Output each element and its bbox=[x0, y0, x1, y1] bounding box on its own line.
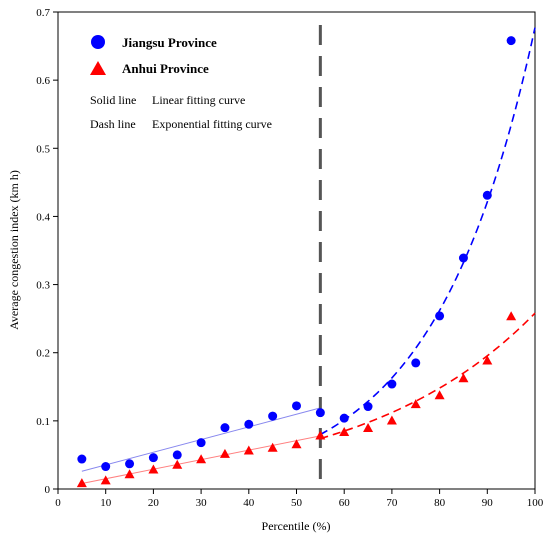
data-point-jiangsu bbox=[196, 438, 206, 448]
annotation-dash-key: Dash line bbox=[90, 117, 136, 131]
data-point-anhui bbox=[386, 415, 397, 425]
data-point-anhui bbox=[196, 454, 207, 464]
data-point-anhui bbox=[291, 439, 302, 449]
x-tick-label: 100 bbox=[527, 497, 544, 509]
data-point-jiangsu bbox=[77, 454, 87, 464]
data-point-anhui bbox=[482, 355, 493, 365]
y-tick-label: 0.6 bbox=[36, 75, 50, 87]
data-point-anhui bbox=[219, 448, 230, 458]
y-tick-label: 0.3 bbox=[36, 280, 50, 292]
x-tick-label: 40 bbox=[243, 497, 255, 509]
y-tick-label: 0.4 bbox=[36, 211, 50, 223]
data-point-jiangsu bbox=[292, 401, 301, 411]
y-axis-title: Average congestion index (km h) bbox=[7, 170, 21, 330]
data-point-anhui bbox=[363, 422, 374, 432]
plot-frame bbox=[57, 11, 536, 490]
data-point-anhui bbox=[458, 373, 469, 383]
data-point-jiangsu bbox=[125, 459, 135, 469]
data-point-anhui bbox=[243, 445, 254, 455]
exponential-fit-line bbox=[320, 312, 536, 440]
x-tick-label: 70 bbox=[386, 497, 398, 509]
x-tick-label: 10 bbox=[100, 497, 112, 509]
data-point-jiangsu bbox=[172, 450, 182, 460]
data-point-anhui bbox=[434, 390, 445, 400]
data-point-jiangsu bbox=[244, 419, 254, 429]
x-tick-label: 30 bbox=[196, 497, 208, 509]
data-point-anhui bbox=[267, 442, 278, 452]
data-point-jiangsu bbox=[387, 379, 397, 389]
data-point-anhui bbox=[100, 475, 111, 485]
data-point-anhui bbox=[506, 311, 517, 321]
data-point-jiangsu bbox=[482, 190, 492, 200]
x-tick-label: 60 bbox=[339, 497, 351, 509]
x-tick-label: 20 bbox=[148, 497, 160, 509]
data-point-anhui bbox=[315, 430, 326, 440]
data-point-anhui bbox=[410, 399, 421, 409]
legend-marker-jiangsu bbox=[91, 35, 105, 49]
x-tick-label: 0 bbox=[55, 497, 61, 509]
data-point-anhui bbox=[76, 478, 87, 488]
x-tick-label: 50 bbox=[291, 497, 303, 509]
y-tick-label: 0.2 bbox=[36, 348, 50, 360]
x-tick-label: 80 bbox=[434, 497, 446, 509]
data-point-anhui bbox=[124, 469, 135, 479]
x-axis-title: Percentile (%) bbox=[262, 519, 331, 533]
annotation-dash-desc: Exponential fitting curve bbox=[152, 117, 272, 131]
legend-label-anhui: Anhui Province bbox=[122, 61, 209, 76]
y-tick-label: 0.5 bbox=[36, 143, 50, 155]
legend: Jiangsu Province Anhui Province bbox=[90, 35, 217, 76]
data-point-jiangsu bbox=[435, 311, 445, 321]
y-tick-label: 0.7 bbox=[36, 7, 50, 19]
annotation-solid-desc: Linear fitting curve bbox=[152, 93, 245, 107]
data-point-jiangsu bbox=[458, 253, 468, 263]
y-tick-label: 0 bbox=[45, 484, 51, 496]
data-point-jiangsu bbox=[268, 411, 278, 421]
data-point-anhui bbox=[172, 459, 183, 469]
data-point-jiangsu bbox=[315, 408, 325, 418]
legend-marker-anhui bbox=[90, 61, 106, 75]
fit-annotation: Solid line Linear fitting curve Dash lin… bbox=[90, 93, 272, 131]
exponential-fit-line bbox=[319, 27, 536, 436]
data-point-jiangsu bbox=[339, 413, 349, 423]
legend-label-jiangsu: Jiangsu Province bbox=[122, 35, 217, 50]
y-axis-ticks: 0 0.1 0.2 0.3 0.4 0.5 0.6 0.7 bbox=[36, 7, 58, 496]
x-axis-ticks: 0 10 20 30 40 50 60 70 80 90 100 bbox=[55, 489, 544, 509]
data-points bbox=[76, 36, 517, 488]
data-point-jiangsu bbox=[220, 423, 230, 433]
annotation-solid-key: Solid line bbox=[90, 93, 136, 107]
data-point-jiangsu bbox=[148, 453, 158, 463]
data-point-jiangsu bbox=[101, 462, 111, 472]
data-point-anhui bbox=[339, 427, 350, 437]
data-point-anhui bbox=[148, 464, 159, 474]
data-point-jiangsu bbox=[363, 402, 373, 412]
data-point-jiangsu bbox=[506, 36, 516, 46]
x-tick-label: 90 bbox=[482, 497, 494, 509]
data-point-jiangsu bbox=[411, 358, 421, 368]
y-tick-label: 0.1 bbox=[36, 416, 50, 428]
